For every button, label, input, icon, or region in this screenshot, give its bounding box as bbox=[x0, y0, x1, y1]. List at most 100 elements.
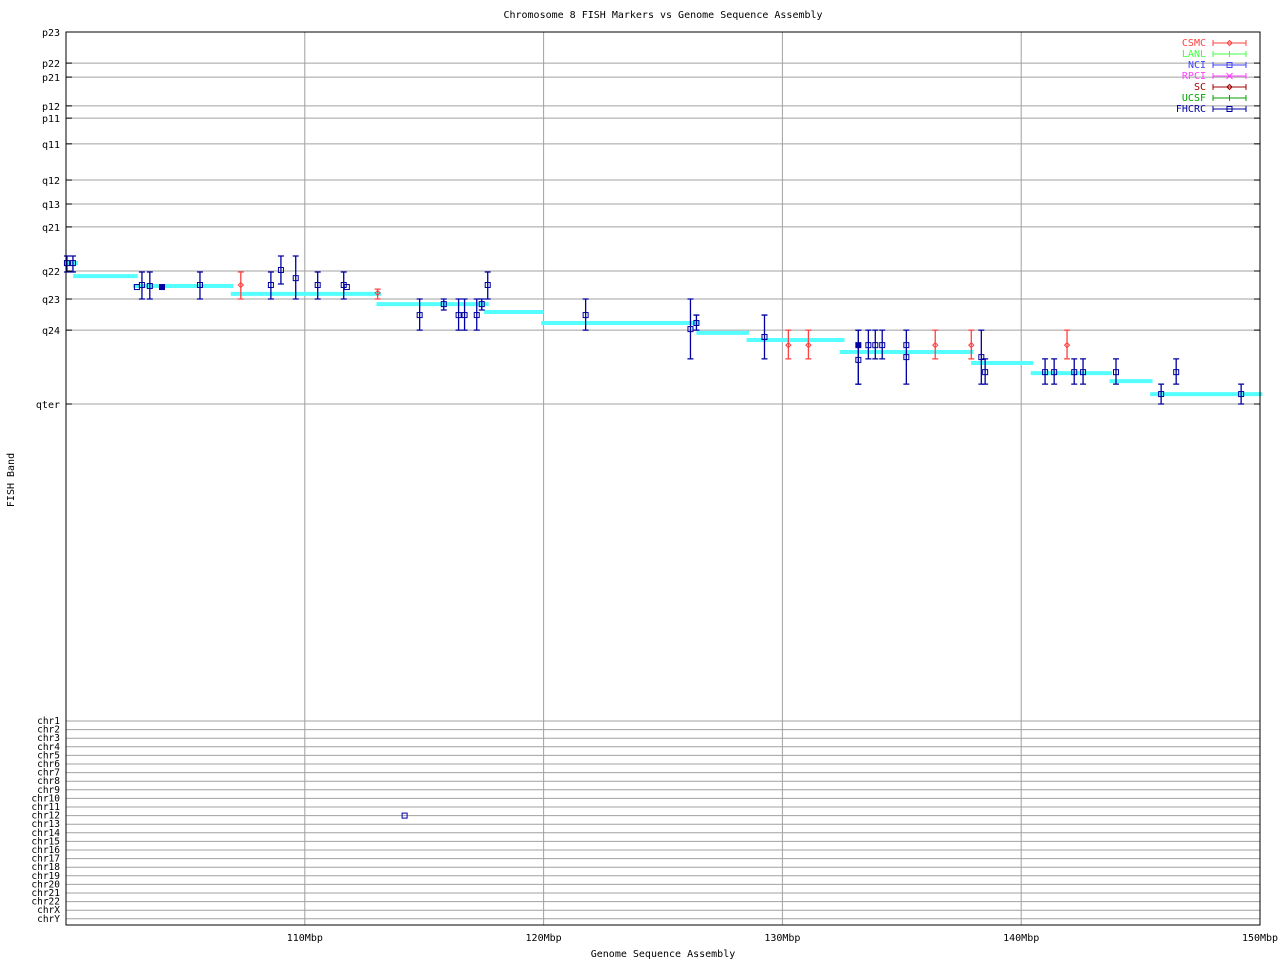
marker-point-fhcrc bbox=[277, 266, 284, 273]
error-bar bbox=[461, 298, 468, 331]
error-bar bbox=[982, 358, 989, 385]
marker-point-fhcrc bbox=[1113, 369, 1120, 376]
error-bar bbox=[879, 329, 886, 360]
error-bar bbox=[872, 329, 879, 360]
x-tick-label: 130Mbp bbox=[764, 933, 800, 944]
chr-tick-label: chr9 bbox=[37, 785, 60, 796]
marker-point-fhcrc bbox=[440, 301, 447, 308]
error-bar bbox=[582, 298, 589, 331]
marker-point-fhcrc bbox=[455, 312, 462, 319]
marker-point-fhcrc bbox=[484, 282, 491, 289]
marker-point-fhcrc bbox=[761, 333, 768, 340]
error-bar bbox=[277, 255, 284, 285]
marker-point-fhcrc bbox=[1238, 391, 1245, 398]
band-tick-label: p21 bbox=[42, 73, 60, 84]
error-bar bbox=[1042, 358, 1049, 385]
other-chr-point bbox=[401, 812, 408, 819]
band-tick-label: p11 bbox=[42, 114, 60, 125]
legend-marker bbox=[1226, 95, 1233, 101]
chr-tick-label: chr12 bbox=[31, 811, 60, 822]
legend-label: CSMC bbox=[1182, 38, 1206, 49]
chr-tick-label: chr8 bbox=[37, 776, 60, 787]
error-bar bbox=[1064, 329, 1071, 360]
grid bbox=[66, 31, 1261, 925]
marker-point-fhcrc bbox=[693, 319, 700, 326]
chr-tick-label: chr3 bbox=[37, 733, 60, 744]
chr-tick-label: chr6 bbox=[37, 759, 60, 770]
band-tick-label: q24 bbox=[42, 326, 60, 337]
marker-point-fhcrc bbox=[69, 260, 76, 267]
error-bar bbox=[687, 298, 694, 360]
marker-point-csmc bbox=[374, 289, 381, 297]
error-bar bbox=[1080, 358, 1087, 385]
marker-point-fhcrc bbox=[158, 284, 165, 291]
marker-point-fhcrc bbox=[473, 312, 480, 319]
legend-marker bbox=[1226, 83, 1233, 91]
legend-marker bbox=[1226, 106, 1233, 112]
marker-point-fhcrc bbox=[1158, 391, 1165, 398]
chart-title: Chromosome 8 FISH Markers vs Genome Sequ… bbox=[503, 10, 822, 21]
legend-label: NCI bbox=[1188, 60, 1206, 71]
legend-line bbox=[1212, 84, 1247, 90]
legend-label: SC bbox=[1194, 82, 1206, 93]
marker-point-fhcrc bbox=[292, 275, 299, 282]
chr-tick-label: chr21 bbox=[31, 888, 60, 899]
marker-point-csmc bbox=[785, 341, 792, 349]
error-bar bbox=[932, 329, 939, 360]
legend-marker bbox=[1226, 51, 1233, 57]
chr-tick-label: chr22 bbox=[31, 897, 60, 908]
legend-marker bbox=[1226, 39, 1233, 47]
band-tick-label: q21 bbox=[42, 223, 60, 234]
band-tick-label: q22 bbox=[42, 267, 60, 278]
marker-point-fhcrc bbox=[903, 354, 910, 361]
chr-tick-label: chr7 bbox=[37, 768, 60, 779]
marker-point-fhcrc bbox=[461, 312, 468, 319]
band-tick-label: q12 bbox=[42, 176, 60, 187]
error-bar bbox=[69, 255, 76, 273]
error-bar bbox=[292, 255, 299, 300]
marker-points bbox=[63, 255, 1245, 819]
band-tick-label: qter bbox=[36, 400, 60, 411]
error-bar bbox=[1158, 383, 1165, 405]
chr-tick-label: chr5 bbox=[37, 750, 60, 761]
error-bar bbox=[968, 329, 975, 360]
marker-point-fhcrc bbox=[879, 342, 886, 349]
error-bar bbox=[138, 271, 145, 300]
marker-point-fhcrc bbox=[903, 342, 910, 349]
marker-point-fhcrc bbox=[267, 282, 274, 289]
legend-line bbox=[1212, 106, 1247, 112]
marker-point-csmc bbox=[805, 341, 812, 349]
error-bar bbox=[440, 298, 447, 311]
marker-point-fhcrc bbox=[416, 312, 423, 319]
marker-point-fhcrc bbox=[855, 356, 862, 363]
error-bar bbox=[1071, 358, 1078, 385]
error-bar bbox=[693, 314, 700, 331]
error-bar bbox=[484, 271, 491, 300]
y-axis-label: FISH Band bbox=[6, 453, 17, 507]
error-bar bbox=[63, 255, 70, 273]
plot-border bbox=[65, 31, 1261, 926]
marker-point-fhcrc bbox=[982, 369, 989, 376]
x-tick-label: 120Mbp bbox=[526, 933, 562, 944]
marker-point-fhcrc bbox=[478, 301, 485, 308]
marker-point-fhcrc bbox=[138, 282, 145, 289]
x-tick-label: 140Mbp bbox=[1003, 933, 1039, 944]
x-tick-label: 110Mbp bbox=[287, 933, 323, 944]
marker-point-fhcrc bbox=[1173, 369, 1180, 376]
chr-tick-label: chrX bbox=[37, 905, 60, 916]
marker-point-fhcrc bbox=[978, 354, 985, 361]
legend-label: UCSF bbox=[1182, 93, 1206, 104]
legend-label: LANL bbox=[1182, 49, 1206, 60]
band-tick-label: q11 bbox=[42, 140, 60, 151]
chr-tick-label: chr14 bbox=[31, 828, 60, 839]
legend-marker bbox=[1226, 62, 1233, 68]
assembly-segments bbox=[66, 261, 1263, 397]
chr-tick-label: chr16 bbox=[31, 845, 60, 856]
marker-point-fhcrc bbox=[63, 260, 70, 267]
error-bar bbox=[785, 329, 792, 360]
error-bar bbox=[761, 314, 768, 360]
error-bar bbox=[903, 329, 910, 385]
error-bar bbox=[1113, 358, 1119, 385]
band-tick-label: q13 bbox=[42, 200, 60, 211]
